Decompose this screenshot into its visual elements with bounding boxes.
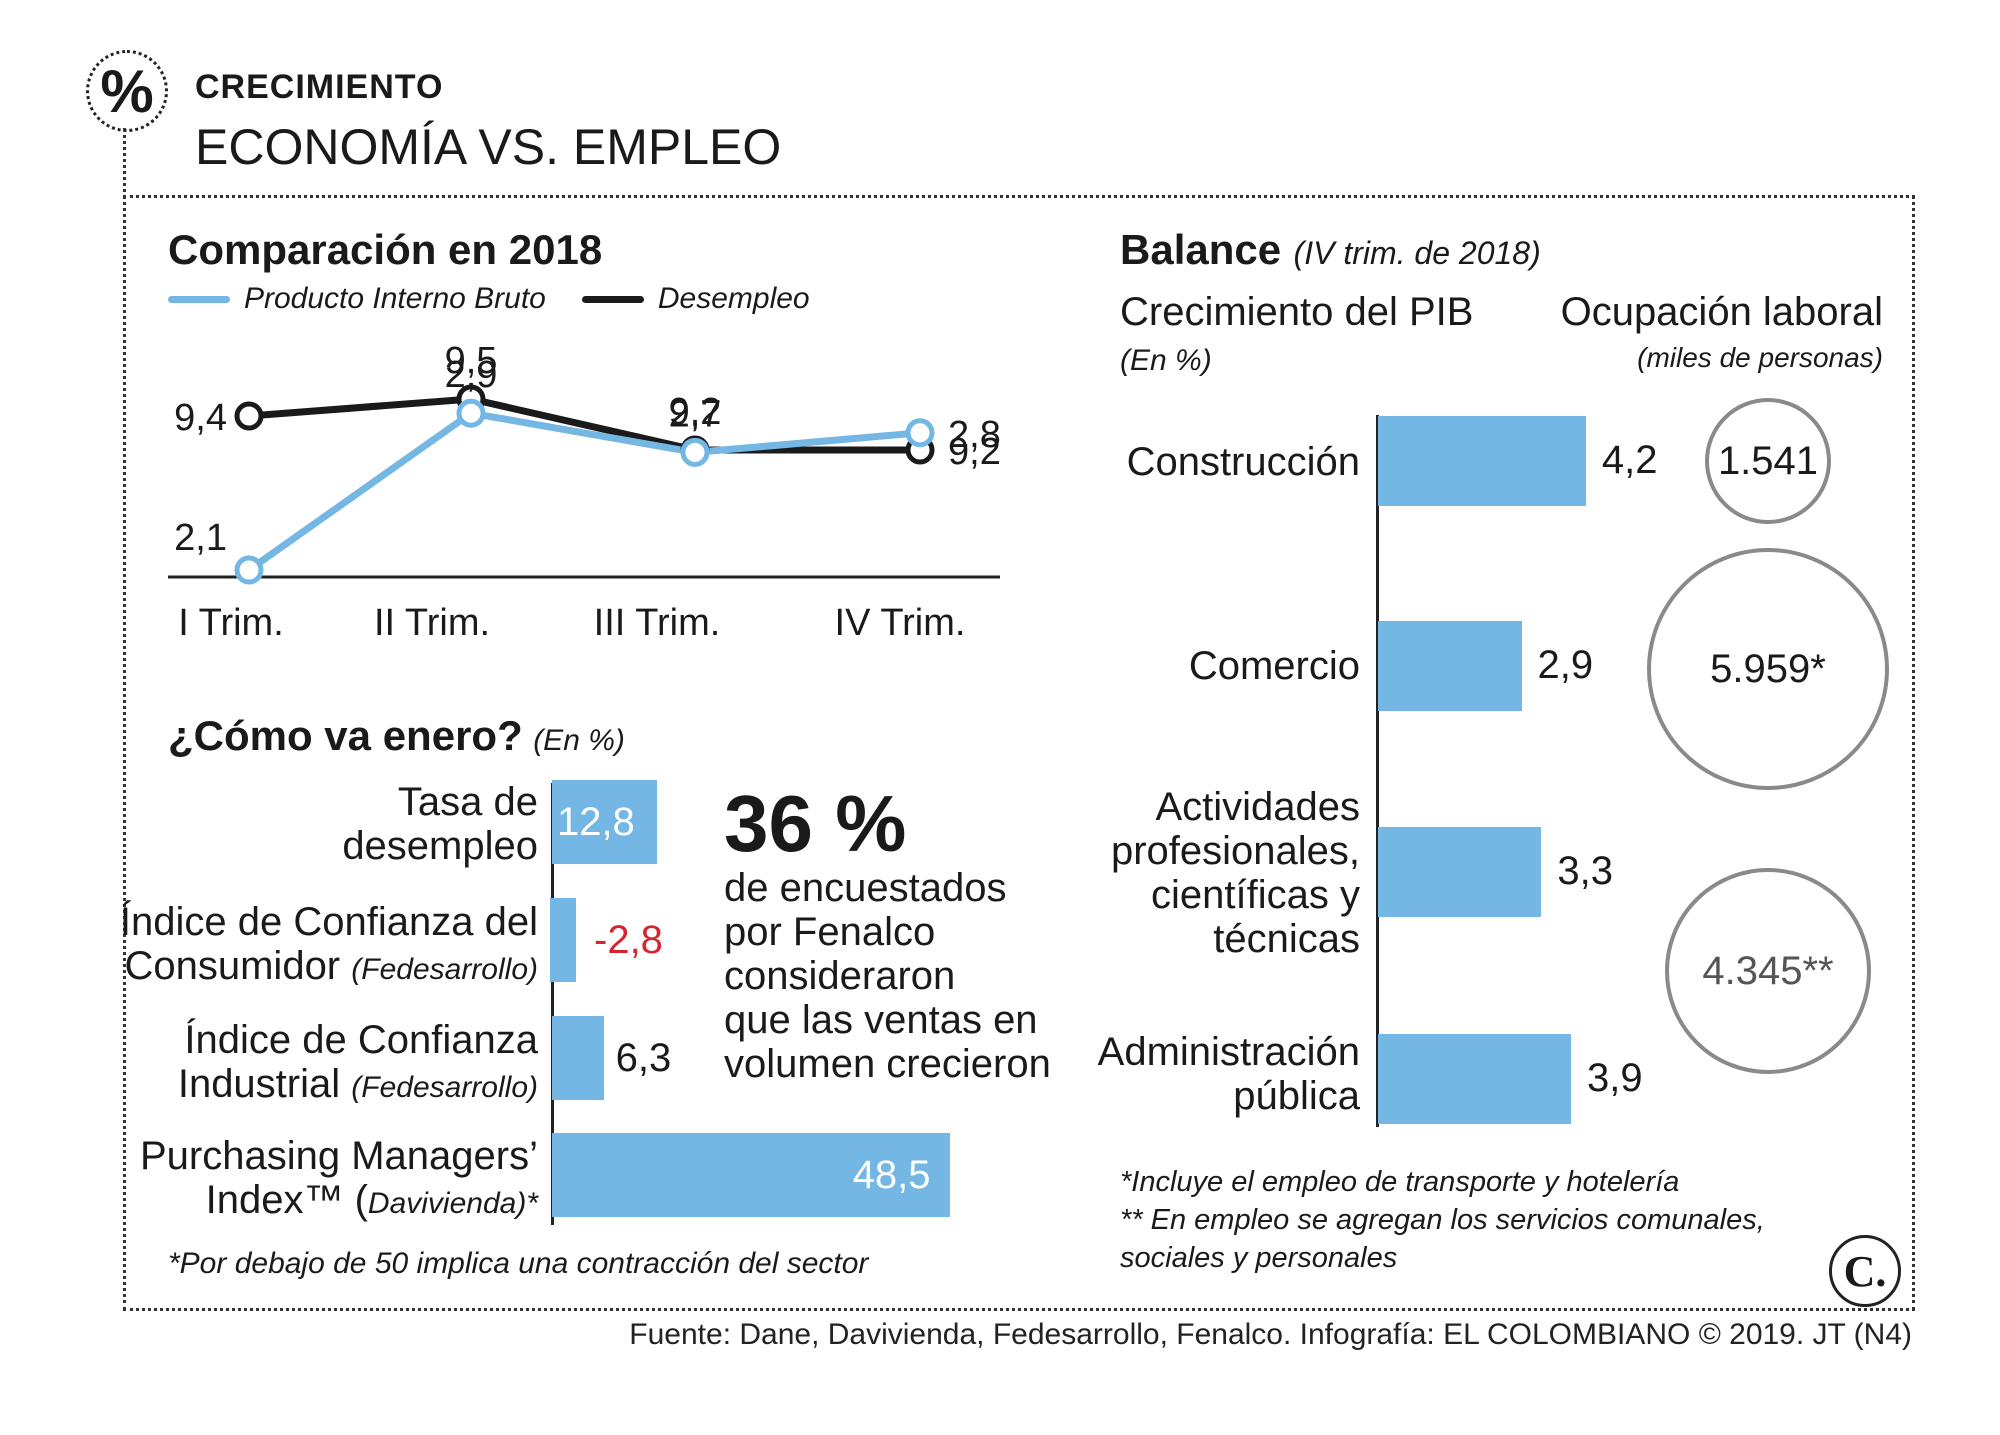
logo-icon: C. (1829, 1235, 1901, 1307)
pib-value-2: 2,9 (1537, 643, 1594, 687)
point-pib-4 (905, 418, 935, 448)
label-pib-1: 2,1 (174, 517, 227, 559)
employment-bubble-actividades: 4.345** (1665, 868, 1871, 1074)
point-pib-1 (234, 555, 264, 585)
label-desempleo-3: 9,2 (669, 391, 722, 433)
label-desempleo-2: 9,5 (445, 340, 498, 382)
source-credit: Fuente: Dane, Davivienda, Fedesarrollo, … (629, 1318, 1912, 1351)
percent-badge-icon: % (86, 50, 168, 132)
highlight-big: 36 % (724, 779, 907, 868)
pib-bar-3 (1378, 827, 1542, 917)
january-bar-1 (552, 780, 657, 864)
pib-unit: (En %) (1120, 344, 1212, 377)
pib-bar-4 (1378, 1034, 1572, 1124)
employment-bubble-comercio: 5.959* (1647, 548, 1889, 790)
january-value-1: 12,8 (556, 800, 635, 844)
comparison-title: Comparación en 2018 (168, 226, 603, 273)
january-label-industrial: Índice de Confianza Industrial (Fedesarr… (177, 1018, 538, 1106)
january-title: ¿Cómo va enero? (168, 712, 523, 759)
january-label-pmi: Purchasing Managers’ Index™ (Davivienda)… (140, 1134, 538, 1222)
legend-swatch-desempleo (581, 295, 644, 303)
frame-connector (123, 128, 126, 198)
employment-title: Ocupación laboral (1560, 290, 1883, 334)
pib-value-4: 3,9 (1587, 1056, 1643, 1100)
balance-period: (IV trim. de 2018) (1293, 235, 1541, 271)
january-bar-4 (552, 1133, 950, 1217)
point-pib-2 (456, 398, 486, 428)
january-value-3: 6,3 (615, 1036, 672, 1080)
pib-axis (1376, 415, 1379, 1127)
label-desempleo-1: 9,4 (174, 397, 227, 439)
x-tick-1: I Trim. (178, 602, 284, 644)
employment-unit: (miles de personas) (1637, 342, 1883, 373)
balance-title: Balance (1120, 226, 1282, 273)
january-bar-2 (550, 898, 576, 982)
legend-swatch-pib (168, 295, 230, 303)
balance-notes: *Incluye el empleo de transporte y hotel… (1120, 1166, 1765, 1274)
january-bar-3 (552, 1016, 604, 1100)
january-value-4: 48,5 (852, 1153, 931, 1197)
january-label-desempleo: Tasa de desempleo (342, 780, 538, 868)
point-pib-3 (680, 437, 710, 467)
sector-label-administracion: Administración pública (1097, 1030, 1360, 1118)
january-heading: ¿Cómo va enero? (En %) (168, 712, 625, 760)
point-desempleo-1 (234, 401, 264, 431)
pib-value-3: 3,3 (1557, 849, 1613, 893)
label-pib-3: 2,7 (669, 393, 722, 435)
page-title: ECONOMÍA VS. EMPLEO (195, 119, 782, 175)
label-pib-2: 2,9 (445, 354, 498, 396)
highlight-text: de encuestados por Fenalco consideraron que… (724, 866, 1051, 1086)
january-axis (551, 783, 554, 1225)
january-unit: (En %) (533, 724, 625, 757)
sector-label-actividades: Actividades profesionales, científicas y té… (1110, 785, 1360, 961)
pib-value-1: 4,2 (1601, 438, 1658, 482)
january-label-consumidor: Índice de Confianza del Consumidor (Fede… (119, 900, 538, 988)
pib-bar-2 (1378, 621, 1522, 711)
january-footnote: *Por debajo de 50 implica una contracció… (168, 1247, 869, 1280)
legend: Producto Interno Bruto Desempleo (168, 282, 810, 316)
label-desempleo-4: 9,2 (948, 431, 1001, 473)
x-tick-4: IV Trim. (835, 602, 966, 644)
pib-title: Crecimiento del PIB (1120, 290, 1474, 334)
series-line-pib (246, 409, 921, 573)
sector-label-construccion: Construcción (1126, 440, 1360, 484)
pib-bar-1 (1378, 416, 1586, 506)
x-tick-2: II Trim. (374, 602, 490, 644)
series-line-desempleo (248, 395, 920, 454)
balance-heading: Balance (IV trim. de 2018) (1120, 226, 1541, 274)
legend-label-desempleo: Desempleo (657, 282, 810, 315)
main-frame (123, 195, 1915, 1311)
employment-bubble-construccion: 1.541 (1705, 398, 1831, 524)
sector-label-comercio: Comercio (1188, 644, 1360, 688)
label-pib-4: 2,8 (948, 414, 1001, 456)
january-value-2: -2,8 (594, 918, 663, 962)
legend-label-pib: Producto Interno Bruto (244, 282, 546, 315)
section-kicker: CRECIMIENTO (195, 68, 444, 106)
x-tick-3: III Trim. (594, 602, 721, 644)
